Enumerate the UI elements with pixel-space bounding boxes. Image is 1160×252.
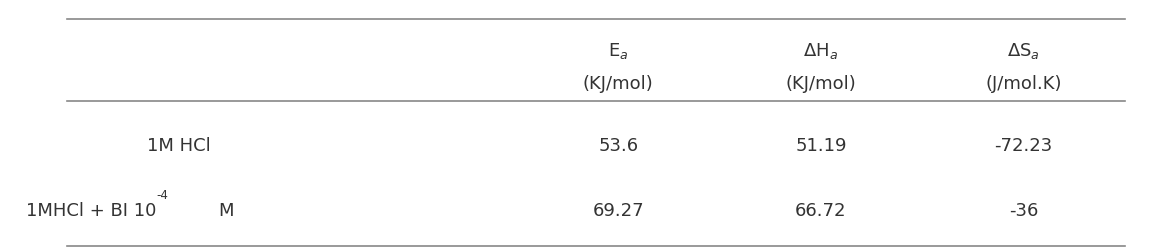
Text: 1M HCl: 1M HCl: [147, 137, 211, 155]
Text: ΔS$_a$: ΔS$_a$: [1007, 41, 1039, 61]
Text: 66.72: 66.72: [795, 202, 847, 220]
Text: -72.23: -72.23: [994, 137, 1052, 155]
Text: (KJ/mol): (KJ/mol): [785, 75, 856, 93]
Text: 51.19: 51.19: [795, 137, 847, 155]
Text: E$_a$: E$_a$: [608, 41, 629, 61]
Text: ΔH$_a$: ΔH$_a$: [804, 41, 839, 61]
Text: M: M: [218, 202, 234, 220]
Text: 1MHCl + BI 10: 1MHCl + BI 10: [27, 202, 157, 220]
Text: 69.27: 69.27: [593, 202, 644, 220]
Text: -36: -36: [1009, 202, 1038, 220]
Text: (KJ/mol): (KJ/mol): [582, 75, 653, 93]
Text: -4: -4: [157, 189, 168, 202]
Text: (J/mol.K): (J/mol.K): [985, 75, 1061, 93]
Text: 53.6: 53.6: [599, 137, 638, 155]
